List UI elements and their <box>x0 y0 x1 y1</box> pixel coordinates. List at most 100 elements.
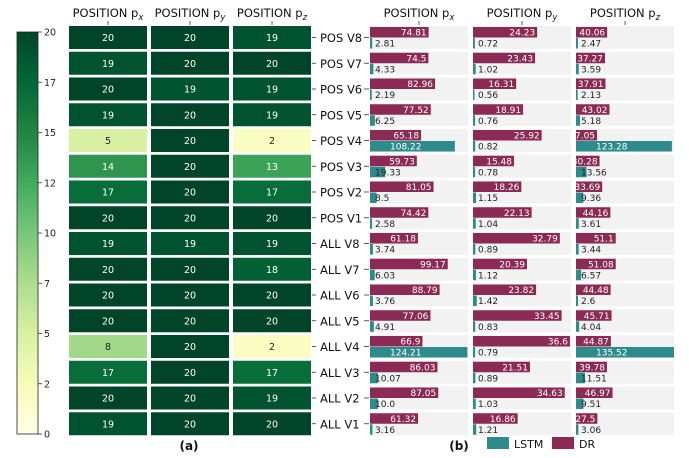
heatmap-cell-value: 20 <box>184 316 196 327</box>
legend-swatch-lstm <box>487 437 509 449</box>
lstm-value-label: 9.51 <box>581 400 601 410</box>
dr-value-label: 82.96 <box>407 80 433 90</box>
dr-bar <box>576 78 606 89</box>
heatmap-cell <box>151 129 229 152</box>
lstm-value-label: 0.89 <box>478 246 498 256</box>
row-label: ALL V1 <box>320 417 360 431</box>
dr-value-label: 51.1 <box>594 235 614 245</box>
heatmap-cell <box>233 309 311 333</box>
heatmap-cell <box>151 335 229 358</box>
dr-bar <box>576 130 598 141</box>
lstm-bar <box>473 89 475 100</box>
dr-bar <box>473 207 532 218</box>
dr-bar <box>576 336 611 347</box>
lstm-value-label: 1.42 <box>478 297 498 307</box>
dr-value-label: 23.82 <box>508 286 534 296</box>
dr-value-label: 44.48 <box>583 286 609 296</box>
colorbar-tick-label: 15 <box>44 128 56 139</box>
dr-value-label: 30.28 <box>572 157 598 167</box>
legend-swatch-dr <box>552 437 574 449</box>
dr-value-label: 32.79 <box>532 235 558 245</box>
heatmap-cell <box>69 283 147 307</box>
heatmap-cell <box>233 360 311 384</box>
heatmap-cell-value: 20 <box>184 342 196 353</box>
dr-bar <box>576 361 607 373</box>
dr-value-label: 27.05 <box>569 132 595 142</box>
heatmap-cell-value: 20 <box>266 291 278 302</box>
lstm-bar <box>370 244 373 255</box>
heatmap-cell-value: 20 <box>184 213 196 224</box>
lstm-value-label: 108.22 <box>390 143 422 153</box>
heatmap-cell-value: 20 <box>184 188 196 199</box>
row-label: POS V8 <box>320 31 362 45</box>
heatmap-cell <box>151 26 229 49</box>
lstm-value-label: 0.83 <box>478 323 498 333</box>
lstm-value-label: 0.82 <box>478 143 498 153</box>
lstm-value-label: 0.79 <box>478 349 498 359</box>
heatmap-cell <box>69 180 147 204</box>
dr-bar <box>370 52 429 64</box>
lstm-bar <box>370 372 378 384</box>
lstm-bar <box>370 218 373 229</box>
dr-bar <box>473 336 570 347</box>
heatmap-cell-value: 20 <box>266 59 278 70</box>
lstm-bar <box>370 269 375 281</box>
dr-bar <box>370 387 439 398</box>
lstm-bar <box>370 89 372 100</box>
lstm-value-label: 2.6 <box>581 297 596 307</box>
dr-bar <box>370 27 429 38</box>
lstm-bar <box>576 321 580 332</box>
lstm-value-label: 2.58 <box>375 220 395 230</box>
heatmap-cell <box>233 180 311 204</box>
heatmap-cell-value: 20 <box>266 419 278 430</box>
dr-value-label: 22.13 <box>504 209 530 219</box>
heatmap-cell <box>233 77 311 101</box>
dr-bar <box>576 284 611 295</box>
lstm-bar <box>473 424 477 435</box>
lstm-value-label: 8.5 <box>375 194 389 204</box>
dr-value-label: 34.63 <box>537 389 563 399</box>
dr-bar <box>576 258 616 270</box>
row-label: ALL V3 <box>320 366 360 380</box>
dr-value-label: 18.91 <box>495 106 521 116</box>
heatmap-cell-value: 20 <box>102 213 114 224</box>
lstm-value-label: 4.04 <box>581 323 601 333</box>
dr-bar <box>370 207 429 218</box>
dr-value-label: 33.69 <box>574 183 600 193</box>
heatmap-cell <box>69 412 147 436</box>
dr-value-label: 16.31 <box>488 80 514 90</box>
dr-bar <box>370 336 423 347</box>
lstm-value-label: 0.89 <box>478 374 498 384</box>
lstm-value-label: 123.28 <box>596 143 628 153</box>
dr-bar <box>473 413 518 424</box>
dr-value-label: 23.43 <box>507 54 533 64</box>
heatmap-cell <box>233 412 311 436</box>
lstm-value-label: 6.57 <box>581 271 601 281</box>
heatmap-cell <box>69 360 147 384</box>
heatmap-column-header: POSITION pz <box>237 6 308 23</box>
lstm-value-label: 1.21 <box>478 426 498 436</box>
dr-value-label: 87.05 <box>410 389 436 399</box>
row-label: ALL V7 <box>320 263 360 277</box>
bar-column-header: POSITION px <box>384 6 456 23</box>
heatmap-cell <box>151 283 229 307</box>
dr-bar <box>473 155 515 167</box>
lstm-bar <box>473 166 476 178</box>
heatmap-cell <box>69 51 147 75</box>
heatmap-cell <box>233 283 311 307</box>
lstm-bar <box>473 63 476 75</box>
lstm-value-label: 1.04 <box>478 220 498 230</box>
heatmap-cell-value: 20 <box>102 85 114 96</box>
lstm-value-label: 6.25 <box>375 117 395 127</box>
heatmap-cell-value: 20 <box>184 265 196 276</box>
dr-bar <box>576 233 616 244</box>
lstm-bar <box>576 295 579 306</box>
heatmap-cell <box>151 180 229 204</box>
bar-cell-background <box>576 412 674 436</box>
dr-bar <box>576 207 611 218</box>
heatmap-cell-value: 19 <box>266 33 278 44</box>
lstm-bar <box>370 398 378 409</box>
heatmap-cell-value: 20 <box>266 213 278 224</box>
legend-label-dr: DR <box>579 438 595 451</box>
dr-value-label: 27.5 <box>575 415 595 425</box>
